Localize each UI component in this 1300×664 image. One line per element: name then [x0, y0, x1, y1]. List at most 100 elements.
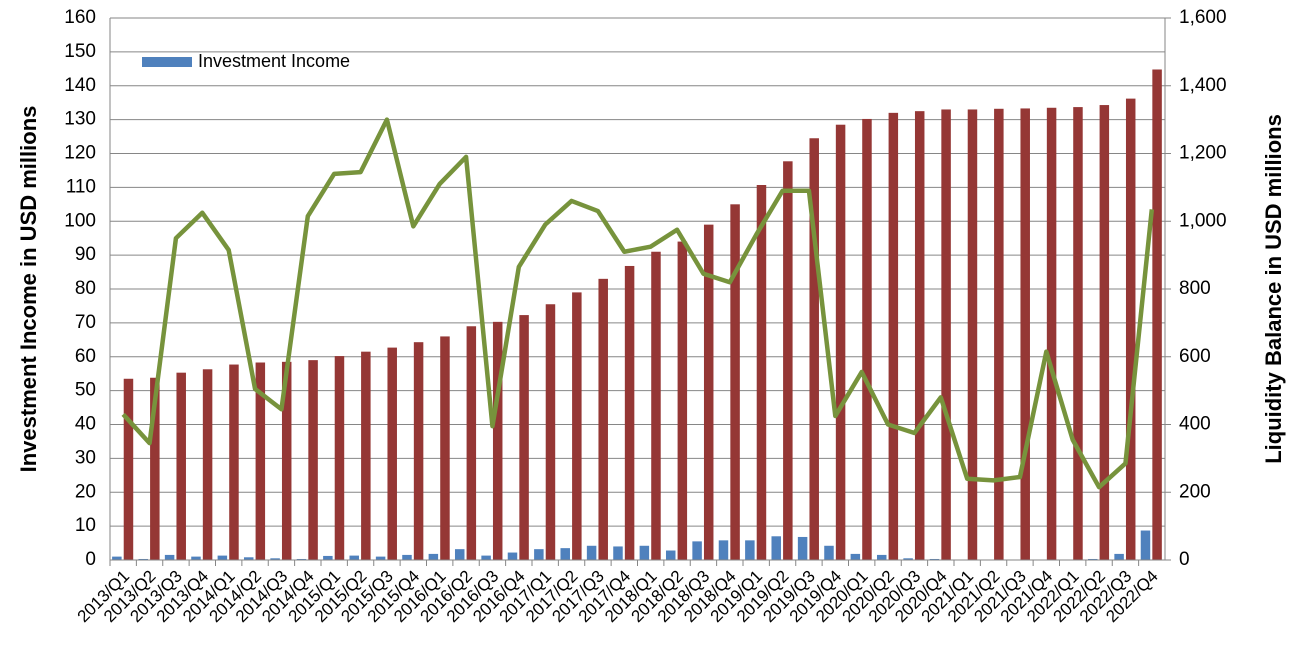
bar [677, 241, 688, 560]
bar [1152, 69, 1162, 561]
bar [941, 109, 951, 561]
bar [624, 265, 635, 560]
y2-tick-label: 1,000 [1179, 210, 1227, 231]
bar [413, 342, 424, 560]
y-tick-label: 40 [75, 414, 96, 435]
bar [191, 556, 201, 560]
bar [572, 292, 582, 560]
y2-tick-label: 1,400 [1179, 75, 1227, 96]
bar [164, 554, 175, 560]
y-tick-label: 70 [75, 312, 96, 333]
y-tick-label: 60 [75, 346, 96, 367]
bar [123, 378, 134, 560]
bar [876, 554, 887, 560]
bar [835, 124, 846, 561]
bar [112, 556, 122, 560]
bar [1114, 553, 1124, 560]
bar [202, 369, 213, 560]
bar [270, 558, 280, 560]
bar [138, 558, 148, 560]
bar [560, 548, 570, 560]
bar [967, 109, 978, 561]
y-tick-label: 120 [64, 143, 96, 164]
line [121, 117, 1155, 490]
bar [1087, 558, 1098, 560]
bar [454, 549, 465, 560]
bar [639, 545, 650, 560]
y-tick-label: 100 [64, 210, 96, 231]
bar [428, 553, 439, 560]
bar [296, 558, 307, 560]
y-tick-label: 50 [75, 380, 96, 401]
bar [914, 111, 925, 560]
bar [745, 540, 755, 560]
bar [308, 360, 318, 560]
bar [862, 118, 872, 560]
bar [243, 557, 254, 560]
bar [361, 351, 371, 560]
y2-tick-label: 400 [1179, 414, 1211, 435]
bar [929, 558, 940, 560]
bar [903, 558, 913, 560]
bar [281, 361, 292, 560]
legend-swatch [142, 57, 192, 67]
legend-label: Investment Income [198, 51, 350, 71]
bar [888, 112, 899, 560]
y2-axis-title: Liquidity Balance in USD millions [1261, 114, 1286, 464]
y-tick-label: 110 [66, 176, 96, 197]
bar [387, 347, 397, 560]
bar [440, 336, 450, 560]
bar [586, 545, 597, 560]
y-tick-label: 80 [75, 278, 96, 299]
bar [323, 555, 333, 560]
bar [1099, 105, 1110, 560]
bar [850, 553, 861, 560]
y-axis-title: Investment Income in USD millions [16, 106, 41, 473]
y2-tick-label: 0 [1179, 549, 1190, 570]
bar [176, 372, 186, 560]
bar [703, 224, 714, 560]
bar [824, 545, 834, 560]
y-tick-label: 30 [75, 447, 96, 468]
bar [613, 546, 623, 560]
bar [534, 549, 544, 560]
bar [1046, 107, 1057, 561]
y-tick-label: 160 [64, 7, 96, 28]
y2-tick-label: 1,200 [1179, 143, 1227, 164]
y-tick-label: 20 [75, 481, 96, 502]
bar [1020, 108, 1030, 560]
bar [809, 138, 819, 560]
bar [692, 541, 702, 560]
bar [519, 315, 529, 560]
bar [217, 555, 228, 560]
y-tick-label: 10 [75, 515, 96, 536]
bar [1125, 98, 1136, 560]
y-tick-label: 130 [64, 109, 96, 130]
bar [756, 185, 767, 560]
bar [718, 540, 729, 560]
bar [994, 108, 1004, 560]
y2-tick-label: 600 [1179, 346, 1211, 367]
bar [466, 326, 477, 560]
bar [150, 377, 160, 560]
bar [1140, 530, 1151, 560]
bar [598, 278, 608, 560]
bar [771, 536, 781, 560]
y-tick-label: 90 [75, 244, 96, 265]
bar [545, 304, 556, 560]
bar [783, 161, 793, 560]
bar [402, 554, 412, 560]
bar [349, 555, 359, 560]
y2-tick-label: 800 [1179, 278, 1211, 299]
y2-tick-label: 1,600 [1179, 7, 1227, 28]
bar [334, 356, 345, 560]
y2-tick-label: 200 [1179, 481, 1211, 502]
y-tick-label: 150 [64, 41, 96, 62]
bar [229, 364, 239, 560]
bar [665, 550, 676, 560]
bar [481, 555, 491, 560]
bar [1073, 107, 1083, 560]
bar [651, 251, 661, 561]
bar [375, 556, 386, 560]
